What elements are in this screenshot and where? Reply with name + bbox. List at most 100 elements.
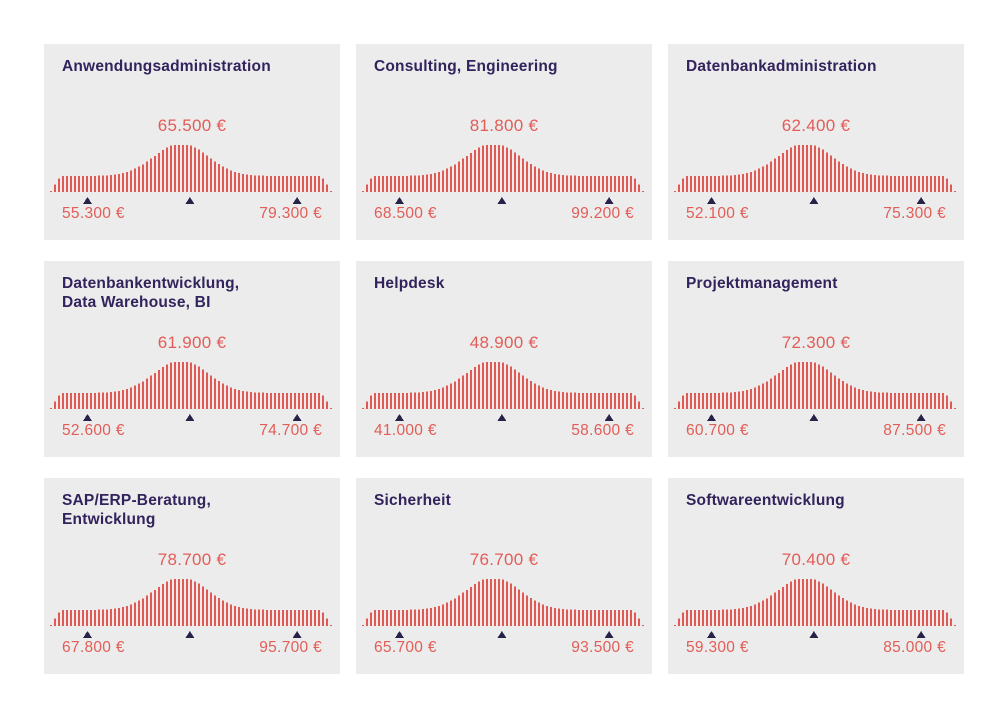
distribution-bar (242, 173, 244, 192)
distribution-bar (834, 592, 836, 626)
median-marker-icon (497, 631, 507, 638)
distribution-bar (682, 612, 684, 626)
distribution-bar (82, 610, 84, 626)
distribution-bar (170, 579, 172, 626)
distribution-bar (494, 579, 496, 626)
distribution-bar (462, 592, 464, 626)
distribution-bar (138, 166, 140, 192)
distribution-bar (890, 175, 892, 192)
distribution-bar (110, 392, 112, 409)
distribution-bar (866, 173, 868, 192)
distribution-bar (730, 392, 732, 409)
distribution-bar (66, 610, 68, 626)
distribution-bar (750, 171, 752, 192)
distribution-bar (702, 393, 704, 409)
distribution-bar (786, 584, 788, 626)
distribution-bar (714, 392, 716, 409)
distribution-bar (514, 369, 516, 409)
distribution-bar (398, 176, 400, 192)
distribution-bar (442, 387, 444, 409)
distribution-bar (870, 174, 872, 192)
distribution-bar (426, 174, 428, 192)
distribution-bar (178, 145, 180, 192)
distribution-bar (206, 589, 208, 626)
distribution-bar (374, 176, 376, 192)
distribution-bar (734, 175, 736, 192)
distribution-bar (770, 595, 772, 626)
distribution-bar (710, 610, 712, 626)
distribution-bar (410, 392, 412, 409)
min-salary-value: 68.500 € (374, 205, 437, 222)
distribution-bar (58, 395, 60, 409)
distribution-bar (746, 390, 748, 409)
distribution-bar (894, 392, 896, 409)
distribution-bar (198, 149, 200, 192)
distribution-bar (230, 387, 232, 409)
distribution-bar (902, 176, 904, 192)
distribution-bar (366, 618, 368, 626)
distribution-bar (726, 175, 728, 192)
distribution-bar (174, 145, 176, 192)
distribution-bar (490, 145, 492, 192)
median-marker-icon (497, 414, 507, 421)
distribution-bar (898, 610, 900, 626)
median-salary-value: 62.400 € (781, 116, 851, 135)
distribution-bar (642, 408, 644, 409)
distribution-bar (562, 175, 564, 192)
distribution-bar (182, 362, 184, 409)
distribution-bar (294, 393, 296, 409)
distribution-bar (170, 145, 172, 192)
min-salary-value: 59.300 € (686, 639, 749, 656)
distribution-bar (858, 171, 860, 192)
median-salary-value: 70.400 € (781, 550, 851, 569)
distribution-bar (762, 600, 764, 626)
distribution-bar (934, 393, 936, 409)
distribution-bar (586, 393, 588, 409)
distribution-bar (878, 609, 880, 626)
distribution-bar (746, 607, 748, 626)
distribution-bar (322, 612, 324, 626)
distribution-bar (546, 171, 548, 192)
distribution-bar (250, 175, 252, 192)
distribution-bar (810, 145, 812, 192)
distribution-bar (846, 383, 848, 409)
distribution-bar (554, 607, 556, 626)
distribution-bar (558, 391, 560, 409)
distribution-bar (926, 393, 928, 409)
distribution-bar (678, 618, 680, 626)
distribution-bar (678, 401, 680, 409)
distribution-bar (186, 362, 188, 409)
distribution-bar (82, 176, 84, 192)
distribution-bar (774, 158, 776, 192)
distribution-bar (686, 176, 688, 192)
distribution-bar (606, 176, 608, 192)
distribution-bar (618, 610, 620, 626)
distribution-bar (414, 609, 416, 626)
distribution-bar (470, 369, 472, 409)
distribution-bar (674, 408, 676, 409)
distribution-bar (642, 625, 644, 626)
distribution-bar (702, 610, 704, 626)
distribution-bar (142, 598, 144, 626)
distribution-bar (398, 393, 400, 409)
distribution-bar (298, 176, 300, 192)
distribution-bar (314, 176, 316, 192)
max-salary-value: 95.700 € (259, 639, 322, 656)
distribution-bar (406, 609, 408, 626)
distribution-bar (634, 612, 636, 626)
distribution-bar (602, 393, 604, 409)
distribution-bar (786, 150, 788, 192)
distribution-bar (758, 168, 760, 192)
distribution-bar (582, 609, 584, 626)
distribution-bar (70, 176, 72, 192)
distribution-bar (566, 392, 568, 409)
distribution-bar (938, 393, 940, 409)
distribution-bar (66, 176, 68, 192)
distribution-bar (902, 610, 904, 626)
distribution-bar (134, 168, 136, 192)
distribution-bar (574, 175, 576, 192)
distribution-bar (374, 610, 376, 626)
distribution-bar (750, 605, 752, 626)
distribution-bar (138, 383, 140, 409)
min-marker-icon (707, 414, 716, 421)
